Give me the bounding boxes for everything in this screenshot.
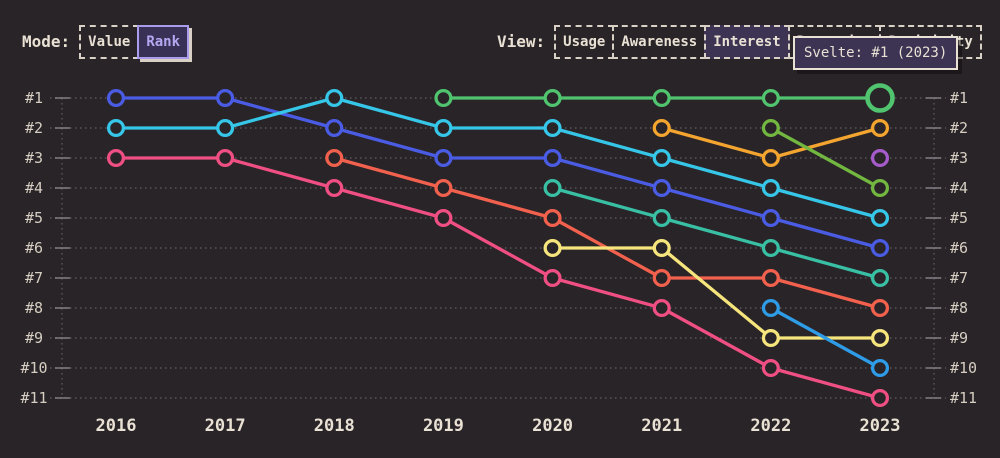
data-point[interactable] — [870, 328, 890, 348]
data-point[interactable] — [870, 268, 890, 288]
chart-tooltip: Svelte: #1 (2023) — [793, 36, 959, 70]
data-point[interactable] — [870, 298, 890, 318]
data-point[interactable] — [106, 118, 126, 138]
mode-option-rank[interactable]: Rank — [137, 25, 190, 59]
data-point[interactable] — [652, 178, 671, 198]
x-axis-label: 2017 — [205, 416, 246, 436]
data-point[interactable] — [434, 208, 453, 228]
data-point[interactable] — [543, 148, 562, 168]
data-point[interactable] — [325, 178, 344, 198]
data-point[interactable] — [870, 178, 890, 198]
y-axis-label-left: #9 — [25, 329, 43, 347]
data-point[interactable] — [434, 88, 453, 108]
series-line-olive-green — [770, 126, 881, 190]
data-point[interactable] — [434, 148, 453, 168]
x-axis-label: 2016 — [96, 416, 137, 436]
mode-label: Mode: — [22, 32, 71, 51]
data-point[interactable] — [761, 118, 780, 138]
data-point[interactable] — [216, 118, 235, 138]
data-point[interactable] — [543, 268, 562, 288]
data-point[interactable] — [652, 238, 671, 258]
data-point[interactable] — [652, 298, 671, 318]
y-axis-label-right: #8 — [950, 299, 968, 317]
data-point[interactable] — [325, 118, 344, 138]
y-axis-label-right: #1 — [950, 89, 968, 107]
x-axis-label: 2020 — [532, 416, 573, 436]
y-axis-label-left: #7 — [25, 269, 43, 287]
data-point[interactable] — [870, 148, 890, 168]
y-axis-label-right: #3 — [950, 149, 968, 167]
view-label: View: — [497, 32, 546, 51]
y-axis-label-left: #6 — [25, 239, 43, 257]
data-point[interactable] — [434, 118, 453, 138]
data-point[interactable] — [761, 88, 780, 108]
data-point[interactable] — [652, 208, 671, 228]
series-line-tomato — [333, 156, 881, 310]
data-point[interactable] — [652, 148, 671, 168]
series-line-royal-blue — [116, 96, 881, 250]
series-line-cyan — [116, 96, 881, 220]
y-axis-label-right: #9 — [950, 329, 968, 347]
y-axis-label-right: #7 — [950, 269, 968, 287]
y-axis-label-right: #11 — [950, 389, 977, 407]
data-point[interactable] — [434, 178, 453, 198]
x-axis-label: 2018 — [314, 416, 355, 436]
y-axis-label-right: #4 — [950, 179, 968, 197]
data-point[interactable] — [870, 208, 890, 228]
data-point[interactable] — [106, 148, 126, 168]
series-line-rose — [116, 156, 881, 400]
data-point[interactable] — [216, 88, 235, 108]
data-point[interactable] — [543, 238, 562, 258]
data-point[interactable] — [761, 298, 780, 318]
data-point[interactable] — [761, 238, 780, 258]
x-axis-label: 2023 — [860, 416, 901, 436]
data-point[interactable] — [870, 118, 890, 138]
data-point[interactable] — [543, 118, 562, 138]
data-point[interactable] — [106, 88, 126, 108]
data-point[interactable] — [761, 148, 780, 168]
data-point[interactable] — [761, 328, 780, 348]
data-point[interactable] — [652, 88, 671, 108]
chart-tooltip-text: Svelte: #1 (2023) — [804, 45, 948, 61]
data-point[interactable] — [652, 118, 671, 138]
mode-button-group: Value Rank — [79, 25, 190, 59]
data-point[interactable] — [870, 388, 890, 408]
data-point[interactable] — [652, 268, 671, 288]
data-point[interactable] — [870, 238, 890, 258]
data-point[interactable] — [543, 88, 562, 108]
data-point[interactable] — [325, 88, 344, 108]
y-axis-label-left: #3 — [25, 149, 43, 167]
x-axis-label: 2019 — [423, 416, 464, 436]
y-axis-label-left: #5 — [25, 209, 43, 227]
y-axis-label-left: #8 — [25, 299, 43, 317]
data-point[interactable] — [761, 358, 780, 378]
y-axis-label-left: #11 — [20, 389, 47, 407]
data-point[interactable] — [543, 208, 562, 228]
data-point-highlighted[interactable] — [865, 83, 895, 113]
y-axis-label-left: #4 — [25, 179, 43, 197]
data-point[interactable] — [325, 148, 344, 168]
y-axis-label-left: #2 — [25, 119, 43, 137]
data-point[interactable] — [543, 178, 562, 198]
x-axis-label: 2022 — [750, 416, 791, 436]
series-line-teal — [552, 186, 881, 280]
data-point[interactable] — [761, 208, 780, 228]
y-axis-label-right: #10 — [950, 359, 977, 377]
y-axis-label-right: #6 — [950, 239, 968, 257]
data-point[interactable] — [216, 148, 235, 168]
x-axis-label: 2021 — [641, 416, 682, 436]
data-point[interactable] — [761, 268, 780, 288]
series-line-azure — [770, 306, 881, 370]
data-point[interactable] — [761, 178, 780, 198]
y-axis-label-left: #1 — [25, 89, 43, 107]
y-axis-label-right: #5 — [950, 209, 968, 227]
y-axis-label-right: #2 — [950, 119, 968, 137]
y-axis-label-left: #10 — [20, 359, 47, 377]
data-point[interactable] — [870, 358, 890, 378]
mode-control: Mode: Value Rank — [22, 25, 190, 59]
